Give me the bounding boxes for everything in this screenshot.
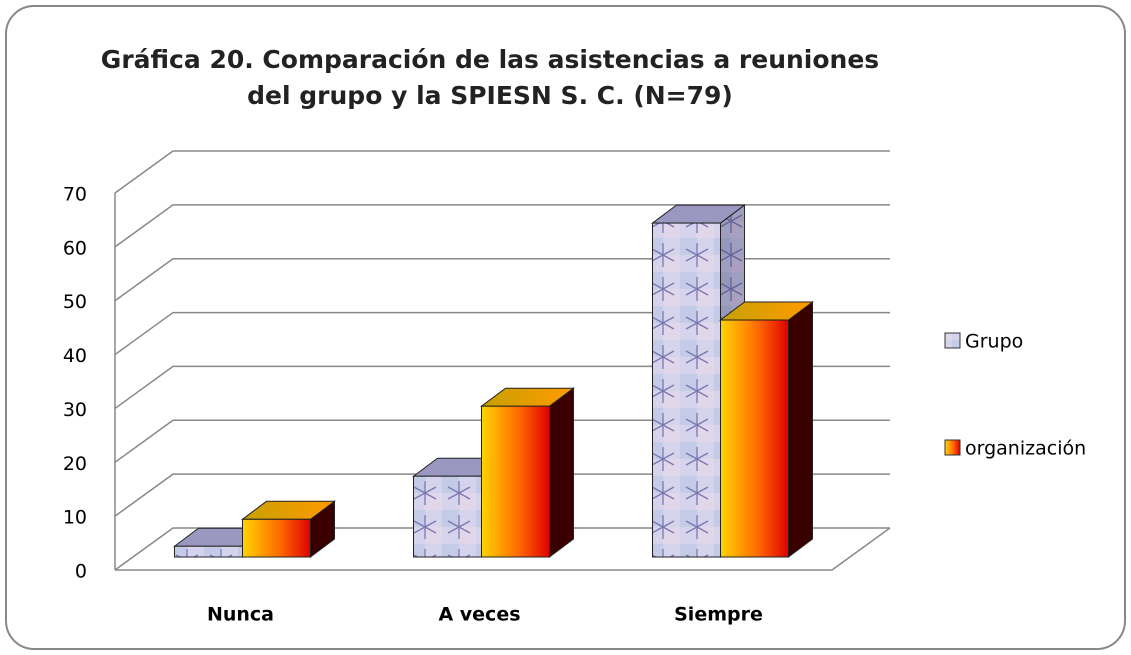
bar-front xyxy=(242,518,311,558)
bar-front xyxy=(720,319,789,558)
y-tick-label: 20 xyxy=(63,453,87,475)
y-tick-label: 30 xyxy=(63,399,87,421)
grid-line xyxy=(114,257,890,302)
grid-line xyxy=(114,419,890,463)
x-tick-label: Nunca xyxy=(207,604,274,626)
x-tick-label: Siempre xyxy=(674,604,763,626)
legend-swatch xyxy=(944,332,961,349)
bar-side xyxy=(549,387,574,558)
y-tick-label: 50 xyxy=(63,291,87,313)
bar-side xyxy=(788,301,813,558)
legend-swatch xyxy=(944,439,961,456)
frame xyxy=(5,5,1126,650)
grid-line xyxy=(114,204,890,248)
chart-title: Gráfica 20. Comparación de las asistenci… xyxy=(100,45,880,110)
grid-line xyxy=(114,365,890,410)
legend-label: Grupo xyxy=(965,331,1023,353)
grid-line xyxy=(114,527,890,571)
x-tick-label: A veces xyxy=(438,604,520,626)
grid-line xyxy=(114,311,890,356)
y-tick-label: 10 xyxy=(63,507,87,529)
bar xyxy=(719,301,814,558)
floor xyxy=(115,527,891,571)
y-tick-label: 0 xyxy=(75,561,87,583)
bar-front xyxy=(174,545,243,558)
grid-line xyxy=(114,150,890,194)
bar-front xyxy=(652,222,721,558)
y-tick-label: 60 xyxy=(63,237,87,259)
bar xyxy=(480,387,575,558)
bar-front xyxy=(413,475,482,558)
y-tick-label: 70 xyxy=(63,184,87,206)
bar xyxy=(241,500,336,558)
bar-front xyxy=(481,405,550,558)
y-tick-label: 40 xyxy=(63,345,87,367)
legend-label: organización xyxy=(965,438,1086,460)
grid-line xyxy=(114,473,890,517)
